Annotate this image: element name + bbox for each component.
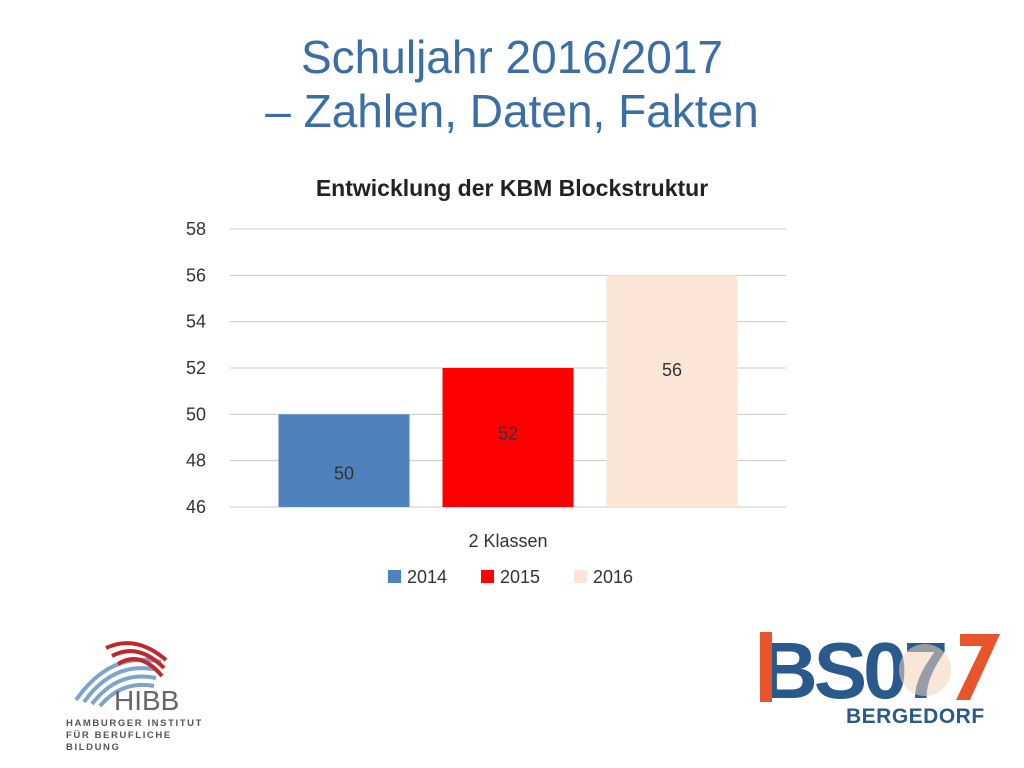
hibb-subtitle: HAMBURGER INSTITUT FÜR BERUFLICHE BILDUN… [66,718,206,754]
legend-label-2014: 2014 [407,567,447,587]
hibb-subtitle-line2: FÜR BERUFLICHE BILDUNG [66,730,172,753]
y-tick-label: 50 [186,404,206,424]
slide-title-line1: Schuljahr 2016/2017 [301,31,723,83]
hibb-logo: HIBB [74,641,179,716]
x-category-label: 2 Klassen [468,531,547,551]
bar-2015 [442,368,574,507]
y-tick-label: 48 [186,451,206,471]
data-label-2014: 50 [334,464,354,484]
bs07-subtitle: BERGEDORF [846,705,985,728]
y-axis-ticks: 46 48 50 52 54 56 58 [186,219,206,517]
hibb-wordmark: HIBB [114,685,179,716]
bs07-logo: BS07 [760,632,1000,702]
legend-label-2015: 2015 [500,567,540,587]
slide-title-line2: – Zahlen, Daten, Fakten [265,85,759,137]
y-tick-label: 46 [186,497,206,517]
bar-chart: Entwicklung der KBM Blockstruktur 46 48 50… [186,175,786,587]
legend-swatch-2014 [388,570,401,583]
chart-legend: 2014 2015 2016 [388,567,633,587]
data-label-2015: 52 [498,424,518,444]
legend-swatch-2015 [481,570,494,583]
bar-2016 [606,275,738,507]
chart-title: Entwicklung der KBM Blockstruktur [316,175,708,201]
chart-bars [278,275,738,507]
y-tick-label: 58 [186,219,206,239]
bar-2014 [278,414,410,507]
data-label-2016: 56 [662,360,682,380]
legend-swatch-2016 [574,570,587,583]
y-tick-label: 56 [186,265,206,285]
chart-data-labels: 50 52 56 [334,360,682,484]
hibb-subtitle-line1: HAMBURGER INSTITUT [66,718,203,729]
y-tick-label: 54 [186,312,206,332]
y-tick-label: 52 [186,358,206,378]
legend-label-2016: 2016 [593,567,633,587]
slide-title: Schuljahr 2016/2017 – Zahlen, Daten, Fak… [0,30,1024,138]
